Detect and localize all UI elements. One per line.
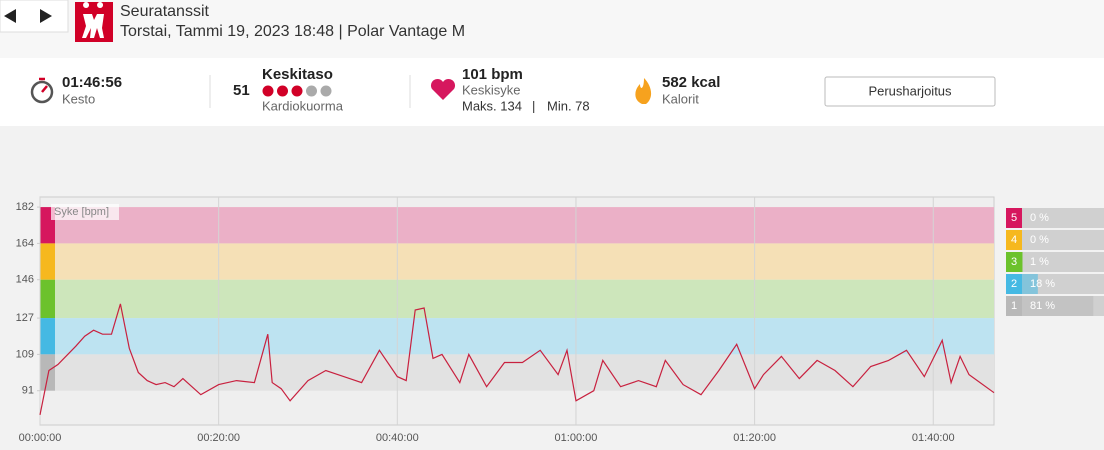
heart-icon: [430, 78, 456, 100]
x-tick-label: 00:20:00: [197, 432, 240, 444]
duration: 01:46:56: [62, 74, 122, 91]
calories-label: Kalorit: [662, 91, 699, 106]
load-dot: [262, 85, 274, 97]
load-dot: [291, 85, 303, 97]
y-axis-label: Syke [bpm]: [54, 206, 109, 218]
y-tick-label: 164: [16, 237, 34, 249]
y-tick-label: 182: [16, 201, 34, 213]
load-value: 51: [233, 82, 250, 99]
load-dots: [262, 85, 332, 97]
load-dot: [306, 85, 317, 97]
hr-chart: 5 0 % 4 0 % 3 1 % 2 18 % 1 81 % 00:00:00 00:20:00 00…: [16, 196, 1104, 444]
zone-number-box: [1006, 230, 1022, 250]
zone-bar-bg: [1022, 252, 1104, 272]
zone-number: 4: [1011, 234, 1017, 246]
load-dot: [320, 85, 332, 97]
zone-bar: [1022, 274, 1038, 294]
zone-bar-bg: [1022, 208, 1104, 228]
zone-strip: [40, 354, 55, 391]
y-label-bg: [51, 204, 119, 220]
next-button[interactable]: [40, 9, 52, 23]
zone-bar: [1022, 252, 1023, 272]
x-tick-label: 01:40:00: [912, 432, 955, 444]
zone-percent: 81 %: [1030, 300, 1055, 312]
duration-label: Kesto: [62, 91, 95, 106]
zone-band: [55, 243, 994, 280]
y-tick-label: 146: [16, 274, 34, 286]
load-label: Kardiokuorma: [262, 98, 344, 113]
header-bg: [0, 0, 1104, 58]
zone-number: 1: [1011, 300, 1017, 312]
y-tick-label: 91: [22, 385, 34, 397]
zone-band: [55, 279, 994, 319]
zone-strip: [40, 279, 55, 319]
zone-number-box: [1006, 274, 1022, 294]
zone-number-box: [1006, 296, 1022, 316]
type-button[interactable]: [824, 76, 996, 107]
zone-band: [55, 318, 994, 355]
load-dot: [277, 85, 288, 97]
zone-number: 2: [1011, 278, 1017, 290]
load-title: Keskitaso: [262, 66, 333, 83]
zone-strip: [40, 243, 55, 280]
zone-percent: 1 %: [1030, 256, 1049, 268]
zone-number: 5: [1011, 212, 1017, 224]
x-tick-label: 00:40:00: [376, 432, 419, 444]
separator: |: [532, 98, 535, 113]
zone-number: 3: [1011, 256, 1017, 268]
zone-percent: 0 %: [1030, 212, 1049, 224]
min-hr: Min. 78: [547, 98, 590, 113]
y-tick-label: 109: [16, 348, 34, 360]
y-tick-label: 127: [16, 312, 34, 324]
hr-line: [39, 303, 995, 416]
prev-button[interactable]: [4, 9, 16, 23]
stopwatch-hand: [39, 77, 48, 93]
type-button-label: Perusharjoitus: [868, 83, 952, 98]
zone-number-box: [1006, 252, 1022, 272]
zone-number-box: [1006, 208, 1022, 228]
dancers: [82, 2, 104, 39]
zone-band: [55, 354, 994, 391]
zone-percent: 18 %: [1030, 278, 1055, 290]
zone-bar-bg: [1022, 274, 1104, 294]
subtitle: Torstai, Tammi 19, 2023 18:48 | Polar Va…: [120, 23, 465, 40]
zone-percent: 0 %: [1030, 234, 1049, 246]
x-tick-label: 01:20:00: [733, 432, 776, 444]
max-hr: Maks. 134: [462, 98, 522, 113]
zone-strip: [40, 318, 55, 355]
zone-bar: [1022, 296, 1094, 316]
title: Seuratanssit: [120, 3, 209, 20]
zone-bar-bg: [1022, 230, 1104, 250]
calories: 582 kcal: [662, 74, 720, 91]
x-tick-label: 01:00:00: [555, 432, 598, 444]
avg-hr-label: Keskisyke: [462, 82, 521, 97]
flame-icon: [635, 78, 652, 104]
zone-band: [55, 207, 994, 244]
avg-hr: 101 bpm: [462, 66, 523, 83]
x-tick-label: 00:00:00: [19, 432, 62, 444]
stopwatch-icon: [30, 80, 54, 104]
